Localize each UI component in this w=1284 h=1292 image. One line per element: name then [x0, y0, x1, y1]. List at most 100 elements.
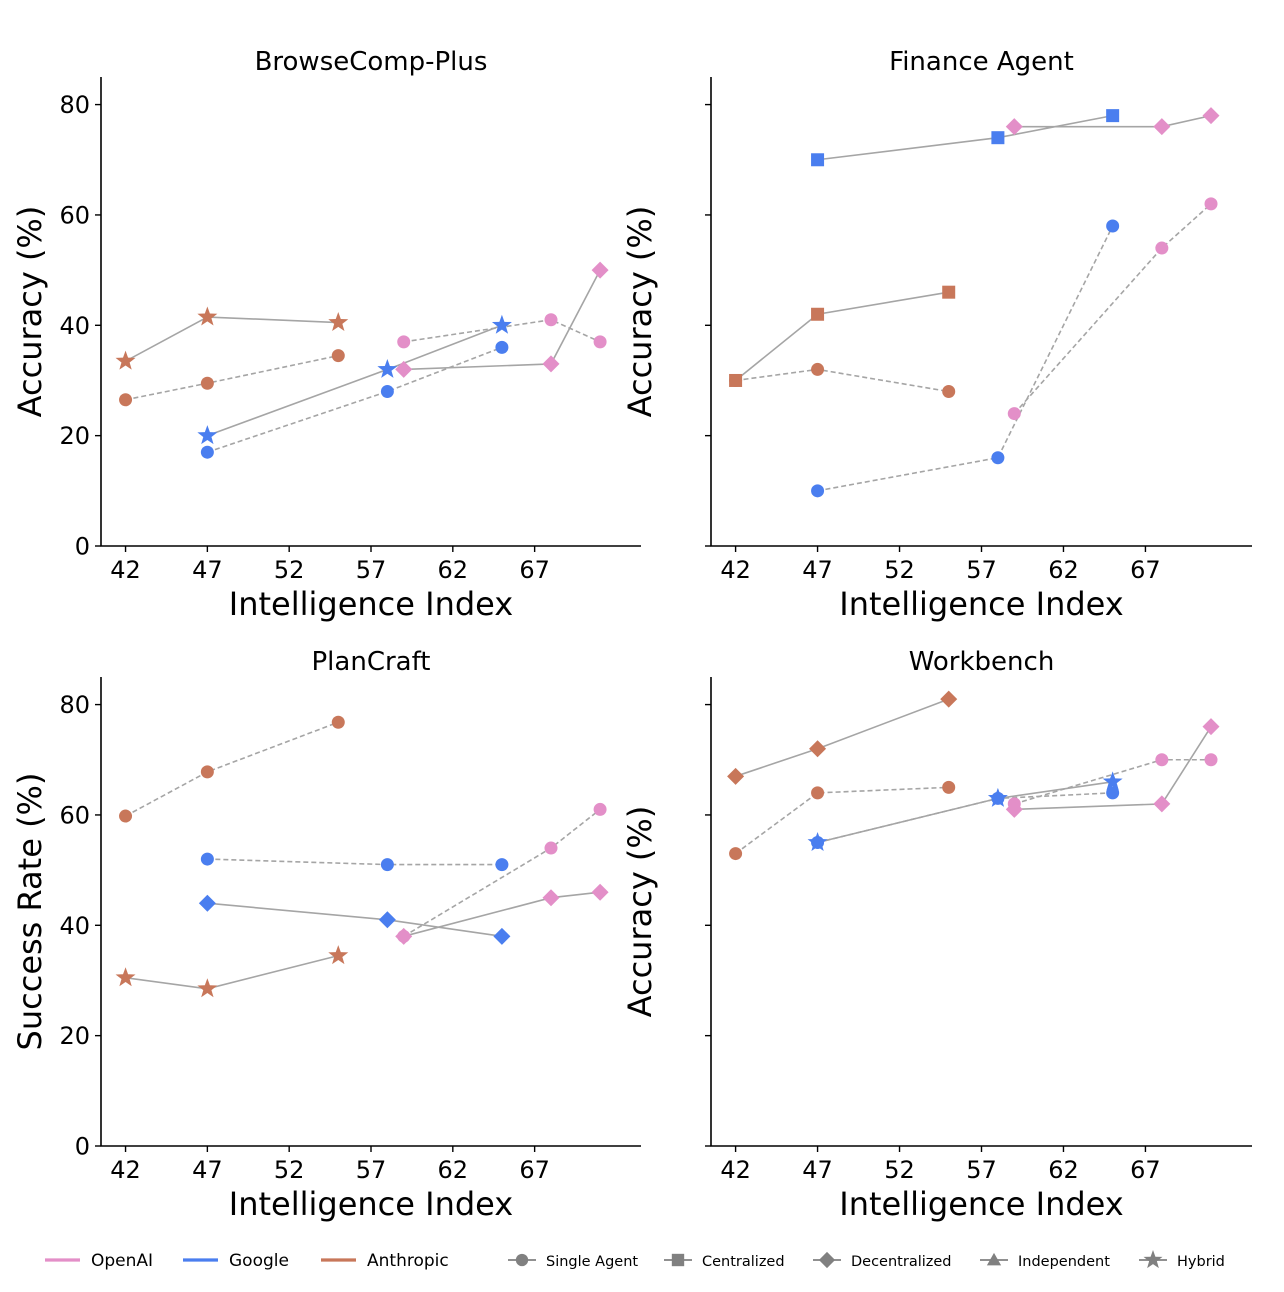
x-tick-label: 47: [192, 1156, 223, 1184]
y-tick-label: 20: [59, 1022, 90, 1050]
x-tick-label: 57: [356, 556, 387, 584]
series-line-google-centralized: [817, 114, 1113, 161]
data-point-openai-single-agent: [593, 335, 607, 349]
data-point-google-decentralized: [493, 927, 511, 945]
data-point-google-single-agent: [380, 385, 394, 399]
x-tick-label: 67: [1130, 1156, 1161, 1184]
data-point-openai-decentralized: [1005, 800, 1023, 818]
series-line-anthropic-single-agent: [125, 721, 339, 817]
y-tick-label: 0: [75, 1133, 90, 1161]
x-tick-label: 67: [1130, 556, 1161, 584]
data-point-openai-single-agent: [544, 841, 558, 855]
data-point-anthropic-decentralized: [809, 740, 827, 758]
x-axis-label: Intelligence Index: [839, 1185, 1123, 1223]
data-point-google-single-agent: [200, 445, 214, 459]
series-line-google-decentralized: [207, 902, 503, 938]
data-point-anthropic-single-agent: [942, 385, 956, 399]
data-point-google-centralized: [811, 153, 825, 167]
data-point-anthropic-single-agent: [331, 349, 345, 363]
data-point-google-single-agent: [380, 858, 394, 872]
chart-title: Finance Agent: [889, 47, 1074, 77]
data-point-openai-decentralized: [1202, 107, 1220, 125]
x-tick-label: 57: [966, 556, 997, 584]
y-axis-label: Accuracy (%): [621, 206, 659, 418]
data-point-anthropic-single-agent: [811, 362, 825, 376]
legend-label-google: Google: [229, 1251, 289, 1271]
x-axis-label: Intelligence Index: [229, 585, 513, 623]
x-tick-label: 62: [1048, 1156, 1079, 1184]
chart-panel-browsecomp-plus: BrowseComp-Plus 42 47 52 57 62 67 0 20 40 60 80 Inte…: [11, 47, 641, 623]
series-line-anthropic-single-agent: [735, 786, 949, 855]
y-tick-label: 40: [59, 912, 90, 940]
legend-label-openai: OpenAI: [91, 1251, 153, 1271]
x-tick-label: 47: [192, 556, 223, 584]
series-line-anthropic-decentralized: [735, 698, 949, 778]
x-axis-label: Intelligence Index: [839, 585, 1123, 623]
legend-marker-centralized: [671, 1253, 685, 1267]
data-point-anthropic-single-agent: [811, 786, 825, 800]
data-point-google-single-agent: [1106, 219, 1120, 233]
data-point-openai-decentralized: [1153, 795, 1171, 813]
series-line-openai-single-agent: [1013, 203, 1212, 415]
data-point-anthropic-single-agent: [942, 780, 956, 794]
legend-label-decentralized: Decentralized: [851, 1254, 952, 1270]
data-point-openai-decentralized: [591, 883, 609, 901]
data-point-anthropic-decentralized: [727, 767, 745, 785]
y-tick-label: 40: [59, 312, 90, 340]
data-point-anthropic-single-agent: [729, 373, 743, 387]
data-point-google-hybrid: [377, 358, 398, 378]
data-point-openai-decentralized: [591, 261, 609, 279]
y-tick-label: 0: [75, 533, 90, 561]
legend-label-independent: Independent: [1018, 1254, 1110, 1270]
data-point-openai-single-agent: [1007, 407, 1021, 421]
data-point-anthropic-decentralized: [940, 690, 958, 708]
chart-title: PlanCraft: [312, 647, 431, 677]
series-line-anthropic-centralized: [735, 291, 949, 382]
data-point-google-centralized: [1106, 109, 1120, 123]
data-point-openai-single-agent: [1155, 753, 1169, 767]
series-line-google-single-agent: [207, 858, 502, 866]
data-point-google-decentralized: [198, 894, 216, 912]
data-point-openai-single-agent: [1204, 753, 1218, 767]
data-point-anthropic-single-agent: [119, 809, 133, 823]
x-tick-label: 47: [802, 1156, 833, 1184]
legend-marker-decentralized: [818, 1251, 836, 1269]
y-axis-label: Success Rate (%): [11, 773, 49, 1051]
data-point-anthropic-hybrid: [197, 978, 218, 998]
x-tick-label: 42: [720, 1156, 751, 1184]
legend: OpenAI Google Anthropic Single Agent Central…: [45, 1250, 1225, 1271]
y-tick-label: 20: [59, 422, 90, 450]
data-point-google-hybrid: [491, 314, 512, 334]
x-axis-label: Intelligence Index: [229, 1185, 513, 1223]
x-tick-label: 62: [1048, 556, 1079, 584]
data-point-google-single-agent: [811, 836, 825, 850]
x-tick-label: 57: [966, 1156, 997, 1184]
x-tick-label: 47: [802, 556, 833, 584]
y-tick-label: 80: [59, 691, 90, 719]
series-line-anthropic-single-agent: [125, 354, 339, 401]
legend-label-single-agent: Single Agent: [546, 1254, 638, 1270]
data-point-anthropic-hybrid: [115, 350, 136, 370]
series-line-anthropic-hybrid: [125, 954, 339, 990]
data-point-anthropic-single-agent: [200, 376, 214, 390]
data-point-anthropic-hybrid: [328, 945, 349, 965]
data-point-openai-decentralized: [542, 355, 560, 373]
series-line-anthropic-hybrid: [125, 316, 339, 362]
data-point-anthropic-hybrid: [197, 306, 218, 326]
data-point-anthropic-centralized: [811, 307, 825, 321]
legend-label-hybrid: Hybrid: [1177, 1254, 1225, 1270]
y-axis-label: Accuracy (%): [621, 806, 659, 1018]
data-point-google-single-agent: [991, 451, 1005, 465]
x-tick-label: 62: [438, 556, 469, 584]
data-point-openai-single-agent: [544, 313, 558, 327]
x-tick-label: 42: [110, 1156, 141, 1184]
chart-title: Workbench: [909, 647, 1055, 677]
series-line-google-hybrid: [207, 324, 503, 437]
x-tick-label: 52: [884, 556, 915, 584]
x-tick-label: 42: [110, 556, 141, 584]
data-point-google-centralized: [991, 131, 1005, 145]
data-point-anthropic-centralized: [942, 285, 956, 299]
data-point-google-hybrid: [197, 425, 218, 445]
